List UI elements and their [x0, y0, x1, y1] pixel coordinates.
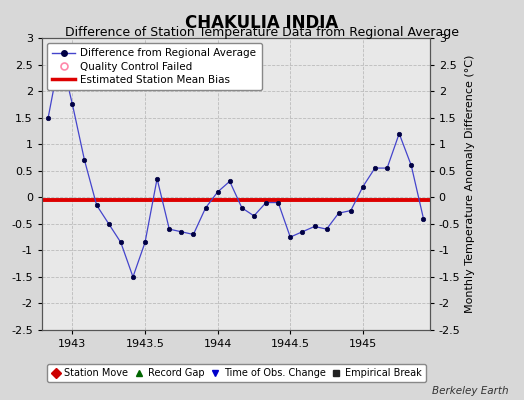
Legend: Station Move, Record Gap, Time of Obs. Change, Empirical Break: Station Move, Record Gap, Time of Obs. C… [47, 364, 426, 382]
Text: CHAKULIA INDIA: CHAKULIA INDIA [185, 14, 339, 32]
Text: Berkeley Earth: Berkeley Earth [432, 386, 508, 396]
Y-axis label: Monthly Temperature Anomaly Difference (°C): Monthly Temperature Anomaly Difference (… [465, 55, 475, 313]
Text: Difference of Station Temperature Data from Regional Average: Difference of Station Temperature Data f… [65, 26, 459, 39]
